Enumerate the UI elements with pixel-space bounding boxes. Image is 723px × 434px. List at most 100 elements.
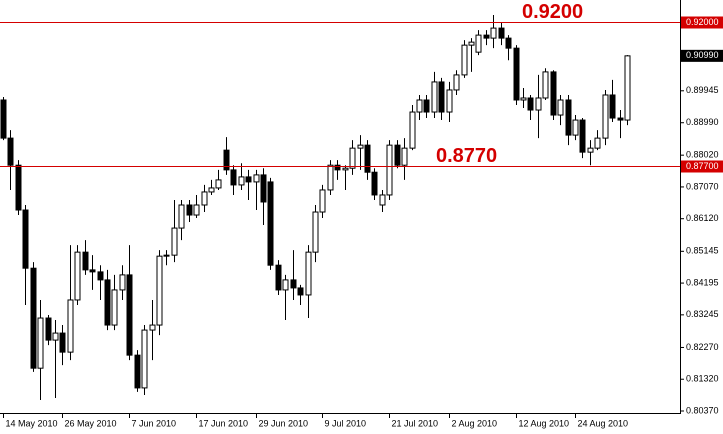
candle-body-bull bbox=[163, 254, 170, 257]
candle-body-bull bbox=[282, 279, 289, 291]
level-price-label: 0.92000 bbox=[686, 17, 719, 27]
candle-body-bull bbox=[401, 147, 408, 166]
candle-body-bear bbox=[550, 71, 557, 116]
candle-body-bull bbox=[446, 89, 453, 113]
candle-body-bear bbox=[565, 99, 572, 136]
candle-body-bull bbox=[409, 111, 416, 149]
candle-body-bear bbox=[22, 209, 29, 269]
candle-body-bull bbox=[461, 44, 468, 76]
candle-body-bear bbox=[89, 269, 96, 273]
candle-body-bull bbox=[156, 255, 163, 326]
level-price-box bbox=[681, 16, 723, 29]
current-price-label: 0.90990 bbox=[686, 50, 719, 60]
candle-body-bear bbox=[15, 164, 22, 211]
candle-body-bull bbox=[52, 332, 59, 341]
candle-body-bear bbox=[245, 176, 252, 183]
candle-body-bear bbox=[134, 354, 141, 389]
candle-body-bear bbox=[267, 181, 274, 266]
y-tick-label: 0.88020 bbox=[686, 150, 719, 160]
candle-body-bear bbox=[371, 171, 378, 196]
level-annotation: 0.9200 bbox=[522, 1, 583, 23]
candle-body-bull bbox=[594, 137, 601, 149]
candle-body-bear bbox=[45, 317, 52, 341]
candle-body-bear bbox=[423, 99, 430, 113]
candle-body-bear bbox=[7, 137, 14, 166]
candle-body-bull bbox=[178, 204, 185, 229]
candle-body-bull bbox=[542, 71, 549, 99]
y-tick-label: 0.87070 bbox=[686, 181, 719, 191]
candle-body-bull bbox=[305, 251, 312, 296]
candle-body-bull bbox=[416, 99, 423, 113]
candle-body-bear bbox=[126, 274, 133, 356]
candle-body-bull bbox=[37, 317, 44, 369]
candle-body-bull bbox=[357, 144, 364, 149]
candle-body-bull bbox=[319, 189, 326, 213]
x-tick-label: 17 Jun 2010 bbox=[199, 418, 249, 428]
candle-body-bull bbox=[67, 299, 74, 353]
candle-body-bull bbox=[149, 324, 156, 331]
candle-body-bull bbox=[141, 329, 148, 389]
candle-body-bull bbox=[193, 204, 200, 216]
candle-body-bear bbox=[334, 164, 341, 171]
candle-body-bear bbox=[527, 97, 534, 111]
candle-body-bear bbox=[364, 144, 371, 173]
level-price-box bbox=[681, 160, 723, 173]
candle-body-bull bbox=[572, 119, 579, 136]
candle-body-bear bbox=[498, 27, 505, 39]
candle-body-bear bbox=[230, 169, 237, 186]
candle-body-bull bbox=[215, 179, 222, 189]
current-price-box bbox=[681, 49, 723, 62]
candle-body-bull bbox=[342, 167, 349, 171]
candle-body-bear bbox=[505, 37, 512, 49]
y-tick-label: 0.82270 bbox=[686, 342, 719, 352]
candle-body-bull bbox=[386, 144, 393, 196]
x-tick-label: 7 Jun 2010 bbox=[132, 418, 177, 428]
candle-body-bull bbox=[431, 81, 438, 113]
candle-body-bull bbox=[74, 251, 81, 301]
candle-body-bear bbox=[260, 174, 267, 203]
candle-body-bear bbox=[579, 119, 586, 153]
level-annotation: 0.8770 bbox=[436, 145, 497, 167]
candle-body-bear bbox=[483, 34, 490, 39]
candle-body-bull bbox=[312, 211, 319, 253]
x-tick-label: 21 Jul 2010 bbox=[392, 418, 439, 428]
y-tick-label: 0.83245 bbox=[686, 309, 719, 319]
candle-body-bull bbox=[201, 191, 208, 206]
candle-body-bull bbox=[602, 94, 609, 139]
candle-body-bear bbox=[223, 149, 230, 171]
candle-body-bull bbox=[535, 97, 542, 111]
candle-body-bear bbox=[275, 264, 282, 291]
candle-body-bear bbox=[290, 279, 297, 289]
candle-body-bear bbox=[617, 117, 624, 121]
candle-body-bull bbox=[238, 176, 245, 186]
candle-body-bull bbox=[171, 227, 178, 256]
y-tick-label: 0.86120 bbox=[686, 213, 719, 223]
x-tick-label: 12 Aug 2010 bbox=[519, 418, 570, 428]
candle-body-bull bbox=[349, 147, 356, 169]
candle-body-bull bbox=[379, 194, 386, 206]
y-tick-label: 0.85145 bbox=[686, 246, 719, 256]
y-tick-label: 0.81320 bbox=[686, 374, 719, 384]
x-tick-label: 14 May 2010 bbox=[6, 418, 58, 428]
y-tick-label: 0.80370 bbox=[686, 405, 719, 415]
candle-body-bull bbox=[468, 41, 475, 46]
candle-body-bear bbox=[30, 267, 37, 369]
x-tick-label: 26 May 2010 bbox=[65, 418, 117, 428]
candle-body-bear bbox=[59, 332, 66, 353]
candle-body-bull bbox=[453, 74, 460, 91]
candle-body-bull bbox=[327, 164, 334, 191]
candle-body-bull bbox=[490, 27, 497, 39]
candle-body-bull bbox=[253, 174, 260, 183]
y-tick-label: 0.89945 bbox=[686, 85, 719, 95]
candle-body-bear bbox=[0, 99, 7, 139]
candle-body-bear bbox=[104, 279, 111, 326]
x-tick-label: 24 Aug 2010 bbox=[578, 418, 629, 428]
x-tick-label: 2 Aug 2010 bbox=[452, 418, 498, 428]
candle-body-bear bbox=[513, 47, 520, 101]
candle-body-bear bbox=[609, 94, 616, 119]
candle-body-bear bbox=[186, 204, 193, 216]
candle-body-bear bbox=[394, 144, 401, 166]
level-price-label: 0.87700 bbox=[686, 161, 719, 171]
candle-body-bull bbox=[587, 147, 594, 153]
